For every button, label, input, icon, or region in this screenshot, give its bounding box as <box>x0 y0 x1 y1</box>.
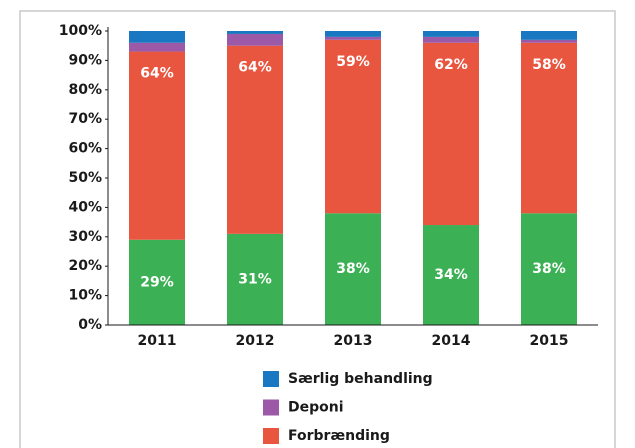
y-tick-label: 10% <box>68 288 102 304</box>
bar-segment <box>423 225 479 325</box>
frame <box>19 10 616 448</box>
legend-label: Forbrænding <box>288 428 390 444</box>
y-tick-label: 0% <box>78 317 102 333</box>
bar-segment <box>325 213 381 325</box>
x-tick-label: 2015 <box>530 333 569 349</box>
x-tick-label: 2013 <box>334 333 373 349</box>
x-tick-label: 2014 <box>432 333 471 349</box>
bar-segment <box>227 31 283 34</box>
bar-segment <box>227 45 283 234</box>
y-tick-label: 90% <box>68 52 102 68</box>
y-tick-label: 60% <box>68 141 102 157</box>
y-tick-label: 70% <box>68 111 102 127</box>
bar-segment <box>521 42 577 214</box>
data-label: 31% <box>238 271 272 287</box>
data-label: 64% <box>238 60 272 76</box>
bar-segment <box>521 213 577 325</box>
bar-segment <box>423 31 479 37</box>
bar-segment <box>521 39 577 43</box>
legend-label: Særlig behandling <box>288 371 433 387</box>
data-label: 38% <box>532 261 566 277</box>
data-label: 64% <box>140 66 174 82</box>
bar-segment <box>129 51 185 240</box>
bar-segment <box>129 239 185 325</box>
bar-segment <box>227 233 283 325</box>
legend-label: Deponi <box>288 400 344 416</box>
y-tick-label: 100% <box>59 23 102 39</box>
legend-swatch <box>263 428 279 444</box>
y-tick-label: 50% <box>68 170 102 186</box>
data-label: 62% <box>434 57 468 73</box>
data-label: 58% <box>532 57 566 73</box>
x-tick-label: 2011 <box>138 333 177 349</box>
data-label: 29% <box>140 274 174 290</box>
data-label: 38% <box>336 261 370 277</box>
bar-segment <box>129 42 185 52</box>
data-label: 34% <box>434 267 468 283</box>
bar-segment <box>325 31 381 37</box>
data-label: 59% <box>336 54 370 70</box>
bar-segment <box>325 36 381 40</box>
y-tick-label: 30% <box>68 229 102 245</box>
bar-segment <box>423 42 479 226</box>
legend-swatch <box>263 371 279 387</box>
bar-segment <box>129 31 185 43</box>
x-tick-label: 2012 <box>236 333 275 349</box>
y-tick-label: 40% <box>68 199 102 215</box>
bar-segment <box>423 36 479 43</box>
bar-segment <box>325 39 381 214</box>
bar-segment <box>521 31 577 40</box>
legend-swatch <box>263 399 279 416</box>
y-tick-label: 20% <box>68 258 102 274</box>
bar-segment <box>227 33 283 46</box>
y-tick-label: 80% <box>68 82 102 98</box>
